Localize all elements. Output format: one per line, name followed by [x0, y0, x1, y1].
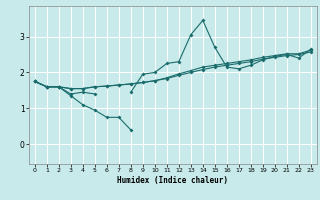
X-axis label: Humidex (Indice chaleur): Humidex (Indice chaleur) — [117, 176, 228, 185]
